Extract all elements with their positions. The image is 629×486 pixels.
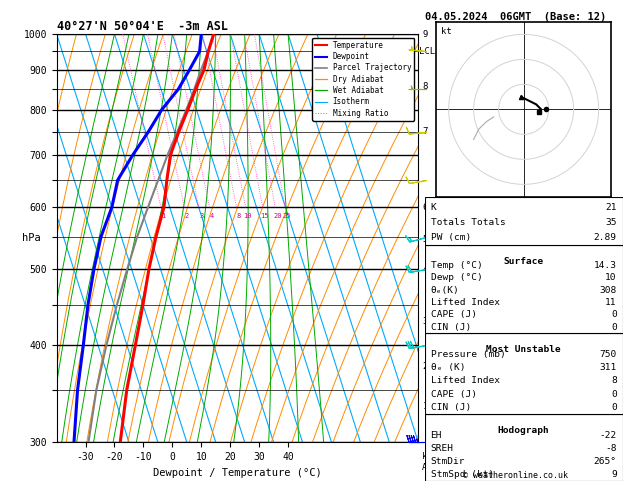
Text: CIN (J): CIN (J) bbox=[430, 323, 470, 331]
Text: Totals Totals: Totals Totals bbox=[430, 218, 505, 227]
Text: hPa: hPa bbox=[22, 233, 41, 243]
Text: 14.3: 14.3 bbox=[594, 261, 617, 270]
Text: 2: 2 bbox=[423, 362, 428, 371]
Text: -8: -8 bbox=[605, 444, 617, 453]
Text: Hodograph: Hodograph bbox=[498, 426, 550, 434]
Text: 11: 11 bbox=[605, 298, 617, 307]
Text: 35: 35 bbox=[605, 218, 617, 227]
Bar bbox=[425, 197, 623, 245]
Text: 20: 20 bbox=[273, 213, 282, 219]
Text: 0: 0 bbox=[611, 403, 617, 412]
Text: θₑ(K): θₑ(K) bbox=[430, 286, 459, 295]
Text: CAPE (J): CAPE (J) bbox=[430, 311, 477, 319]
Text: 1: 1 bbox=[423, 402, 428, 411]
Text: 10: 10 bbox=[605, 273, 617, 282]
Legend: Temperature, Dewpoint, Parcel Trajectory, Dry Adiabat, Wet Adiabat, Isotherm, Mi: Temperature, Dewpoint, Parcel Trajectory… bbox=[312, 38, 415, 121]
Text: 0: 0 bbox=[611, 390, 617, 399]
Text: 3: 3 bbox=[199, 213, 203, 219]
Text: CAPE (J): CAPE (J) bbox=[430, 390, 477, 399]
Text: StmDir: StmDir bbox=[430, 457, 465, 466]
Text: Pressure (mb): Pressure (mb) bbox=[430, 350, 505, 359]
Text: 21: 21 bbox=[605, 203, 617, 212]
X-axis label: Dewpoint / Temperature (°C): Dewpoint / Temperature (°C) bbox=[153, 468, 322, 478]
Text: 4: 4 bbox=[209, 213, 214, 219]
Bar bbox=[425, 415, 623, 481]
Text: 9: 9 bbox=[423, 30, 428, 38]
Text: Lifted Index: Lifted Index bbox=[430, 298, 499, 307]
Text: 8: 8 bbox=[423, 82, 428, 91]
Text: 311: 311 bbox=[599, 363, 617, 372]
Text: 8: 8 bbox=[237, 213, 241, 219]
Text: PW (cm): PW (cm) bbox=[430, 233, 470, 242]
Text: 265°: 265° bbox=[594, 457, 617, 466]
Text: kt: kt bbox=[441, 27, 452, 36]
Text: K: K bbox=[430, 203, 437, 212]
Text: Most Unstable: Most Unstable bbox=[486, 345, 561, 354]
Text: 2: 2 bbox=[185, 213, 189, 219]
Text: km
ASL: km ASL bbox=[422, 452, 437, 472]
Bar bbox=[425, 333, 623, 415]
Text: 5: 5 bbox=[423, 235, 428, 244]
Text: Mixing Ratio (g/kg): Mixing Ratio (g/kg) bbox=[438, 191, 447, 286]
Text: © weatheronline.co.uk: © weatheronline.co.uk bbox=[464, 471, 568, 480]
Text: 1: 1 bbox=[161, 213, 165, 219]
Text: 4: 4 bbox=[423, 264, 428, 274]
Text: CIN (J): CIN (J) bbox=[430, 403, 470, 412]
Text: 2.89: 2.89 bbox=[594, 233, 617, 242]
Text: Lifted Index: Lifted Index bbox=[430, 377, 499, 385]
Text: 3: 3 bbox=[423, 317, 428, 326]
Text: 04.05.2024  06GMT  (Base: 12): 04.05.2024 06GMT (Base: 12) bbox=[425, 12, 606, 22]
Text: θₑ (K): θₑ (K) bbox=[430, 363, 465, 372]
Text: StmSpd (kt): StmSpd (kt) bbox=[430, 470, 494, 479]
Text: -22: -22 bbox=[599, 431, 617, 440]
Text: EH: EH bbox=[430, 431, 442, 440]
Text: Temp (°C): Temp (°C) bbox=[430, 261, 482, 270]
Text: 10: 10 bbox=[243, 213, 252, 219]
Text: 0: 0 bbox=[611, 323, 617, 331]
Text: LCL: LCL bbox=[419, 47, 435, 56]
Text: 9: 9 bbox=[611, 470, 617, 479]
Text: SREH: SREH bbox=[430, 444, 454, 453]
Text: 308: 308 bbox=[599, 286, 617, 295]
Text: 0: 0 bbox=[611, 311, 617, 319]
Text: Surface: Surface bbox=[504, 257, 543, 265]
Bar bbox=[425, 245, 623, 333]
Text: 25: 25 bbox=[283, 213, 291, 219]
Text: 750: 750 bbox=[599, 350, 617, 359]
Text: 8: 8 bbox=[611, 377, 617, 385]
Text: 15: 15 bbox=[260, 213, 269, 219]
Text: 7: 7 bbox=[423, 127, 428, 136]
Text: 40°27'N 50°04'E  -3m ASL: 40°27'N 50°04'E -3m ASL bbox=[57, 20, 228, 33]
Text: Dewp (°C): Dewp (°C) bbox=[430, 273, 482, 282]
Text: 6: 6 bbox=[423, 203, 428, 212]
